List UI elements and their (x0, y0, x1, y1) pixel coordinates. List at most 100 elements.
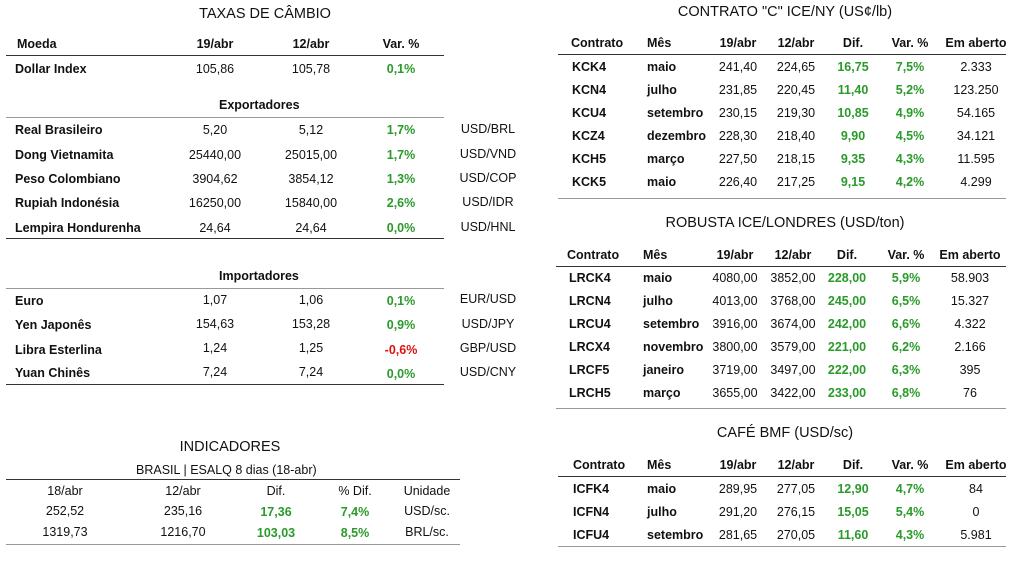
fx-importer-b: 1,25 (298, 341, 324, 355)
cny-row-month: maio (647, 175, 677, 189)
rob-row-contract: LRCX4 (569, 340, 610, 354)
ind-subtitle-rule (6, 479, 460, 480)
rob-row-open: 58.903 (950, 271, 990, 285)
fx-importers-bottom-rule (6, 384, 444, 385)
fx-importer-a: 1,24 (202, 341, 228, 355)
cny-row-var: 4,5% (895, 129, 925, 143)
bmf-row-b: 276,15 (776, 505, 816, 519)
fx-exporter-a: 25440,00 (188, 148, 242, 162)
cny-row-open: 123.250 (953, 83, 999, 97)
fx-importer-pair: USD/CNY (459, 365, 517, 379)
fx-importer-var: 0,0% (386, 367, 416, 381)
rob-row-dif: 242,00 (827, 317, 867, 331)
rob-header-mes: Mês (643, 248, 668, 262)
rob-bottom-rule (556, 408, 1006, 409)
cny-row-contract: KCZ4 (572, 129, 605, 143)
cny-header-open: Em aberto (945, 36, 1007, 50)
cny-header-date1: 19/abr (719, 36, 757, 50)
cny-row-month: maio (647, 60, 677, 74)
ind-row-pct: 7,4% (340, 505, 370, 519)
rob-row-var: 6,3% (891, 363, 921, 377)
rob-row-month: julho (643, 294, 673, 308)
fx-exporter-a: 5,20 (202, 123, 228, 137)
ind-header-pct: % Dif. (338, 484, 372, 498)
ind-row-b: 1216,70 (160, 525, 206, 539)
fx-exporter-var: 1,7% (386, 148, 416, 162)
ind-row-a: 1319,73 (42, 525, 88, 539)
cny-row-a: 241,40 (718, 60, 758, 74)
cny-row-var: 4,3% (895, 152, 925, 166)
cny-bottom-rule (558, 198, 1006, 199)
rob-row-month: maio (643, 271, 673, 285)
fx-exporter-name: Lempira Hondurenha (15, 221, 141, 235)
bmf-row-month: maio (647, 482, 677, 496)
bmf-header-mes: Mês (647, 458, 672, 472)
rob-row-contract: LRCH5 (569, 386, 611, 400)
cny-header-dif: Dif. (842, 36, 864, 50)
rob-header-date2: 12/abr (774, 248, 812, 262)
bmf-header-dif: Dif. (842, 458, 864, 472)
fx-importers-rule (6, 288, 444, 289)
cny-row-open: 11.595 (957, 152, 995, 166)
cny-row-month: março (647, 152, 685, 166)
fx-importer-name: Libra Esterlina (15, 343, 102, 357)
rob-row-b: 3579,00 (770, 340, 816, 354)
ind-row-unit: BRL/sc. (405, 525, 449, 539)
cny-row-contract: KCU4 (572, 106, 607, 120)
ind-row-pct: 8,5% (340, 526, 370, 540)
rob-header-dif: Dif. (836, 248, 858, 262)
bmf-header-contrato: Contrato (573, 458, 626, 472)
rob-row-b: 3852,00 (770, 271, 816, 285)
fx-importer-a: 154,63 (195, 317, 235, 331)
cny-row-a: 226,40 (718, 175, 758, 189)
rob-row-month: janeiro (643, 363, 684, 377)
cny-title: CONTRATO "C" ICE/NY (US¢/lb) (677, 4, 893, 20)
bmf-row-dif: 11,60 (837, 528, 869, 542)
bmf-row-contract: ICFU4 (573, 528, 610, 542)
rob-header-contrato: Contrato (567, 248, 620, 262)
bmf-row-dif: 15,05 (837, 505, 869, 519)
fx-importer-b: 7,24 (298, 365, 324, 379)
bmf-row-a: 289,95 (718, 482, 758, 496)
cny-row-contract: KCK5 (572, 175, 607, 189)
cny-row-var: 7,5% (895, 60, 925, 74)
fx-exporter-b: 25015,00 (284, 148, 338, 162)
fx-exporter-a: 16250,00 (188, 196, 242, 210)
rob-header-date1: 19/abr (716, 248, 754, 262)
cny-row-open: 54.165 (956, 106, 996, 120)
rob-row-open: 2.166 (954, 340, 986, 354)
fx-importer-var: 0,9% (386, 318, 416, 332)
cny-row-b: 217,25 (776, 175, 816, 189)
fx-exporter-pair: USD/IDR (462, 195, 514, 209)
cny-row-open: 4.299 (960, 175, 992, 189)
bmf-row-open: 84 (969, 482, 983, 496)
rob-row-a: 4080,00 (712, 271, 758, 285)
fx-exporter-name: Dong Vietnamita (15, 148, 114, 162)
cny-row-month: setembro (647, 106, 704, 120)
ind-header-date2: 12/abr (165, 484, 201, 498)
ind-row-unit: USD/sc. (404, 504, 450, 518)
bmf-row-contract: ICFN4 (573, 505, 610, 519)
cny-row-open: 2.333 (960, 60, 992, 74)
rob-row-open: 395 (959, 363, 981, 377)
rob-row-var: 6,5% (891, 294, 921, 308)
rob-row-var: 6,6% (891, 317, 921, 331)
fx-exporter-a: 3904,62 (192, 172, 238, 186)
bmf-bottom-rule (558, 546, 1006, 547)
cny-header-contrato: Contrato (571, 36, 624, 50)
bmf-row-b: 270,05 (776, 528, 816, 542)
ind-header-unit: Unidade (403, 484, 451, 498)
bmf-row-open: 0 (972, 505, 980, 519)
rob-row-contract: LRCN4 (569, 294, 611, 308)
bmf-row-var: 4,7% (895, 482, 925, 496)
fx-exporter-pair: USD/BRL (460, 122, 516, 136)
fx-importer-var: 0,1% (386, 294, 416, 308)
rob-row-var: 6,8% (891, 386, 921, 400)
bmf-row-b: 277,05 (776, 482, 816, 496)
fx-dollar-var: 0,1% (386, 62, 416, 76)
cny-header-date2: 12/abr (777, 36, 815, 50)
rob-row-b: 3768,00 (770, 294, 816, 308)
bmf-row-contract: ICFK4 (573, 482, 610, 496)
rob-row-month: novembro (643, 340, 704, 354)
bmf-header-var: Var. % (891, 458, 929, 472)
